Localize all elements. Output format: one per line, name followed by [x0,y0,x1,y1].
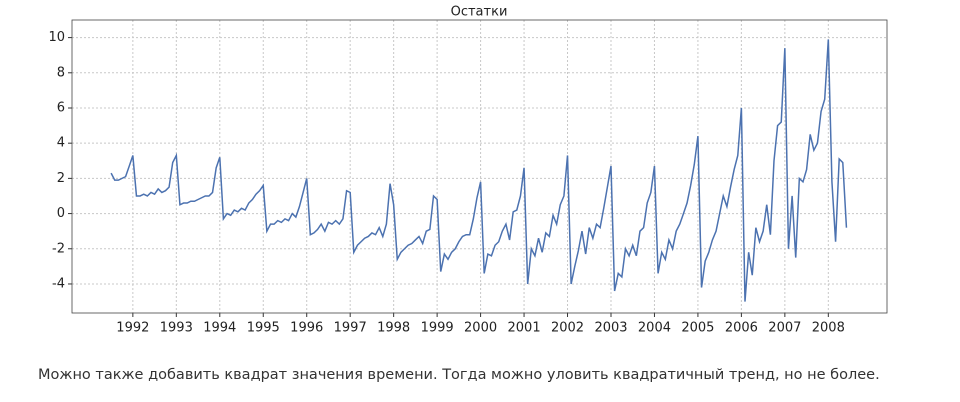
x-tick-label: 2005 [681,321,714,336]
x-tick-label: 2003 [594,321,627,336]
x-tick-label: 1996 [290,321,323,336]
y-tick-label: 10 [48,30,65,45]
x-tick-label: 2002 [551,321,584,336]
x-tick-label: 1993 [160,321,193,336]
y-tick-label: 8 [57,65,65,80]
caption: Можно также добавить квадрат значения вр… [38,367,880,383]
x-tick-label: 1999 [421,321,454,336]
x-tick-label: 1992 [116,321,149,336]
y-tick-label: 2 [57,171,65,186]
y-tick-label: 4 [57,136,65,151]
x-tick-label: 2008 [812,321,845,336]
x-tick-label: 2004 [638,321,671,336]
line-series [110,39,848,302]
x-tick-label: 2001 [508,321,541,336]
x-tick-label: 1995 [247,321,280,336]
x-tick-label: 1998 [377,321,410,336]
x-tick-label: 1997 [334,321,367,336]
x-tick-label: 2000 [464,321,497,336]
y-tick-label: -4 [52,276,65,291]
y-tick-label: 6 [57,100,65,115]
x-tick-label: 2006 [725,321,758,336]
y-tick-label: 0 [57,206,65,221]
x-tick-label: 2007 [768,321,801,336]
x-tick-label: 1994 [203,321,236,336]
y-tick-label: -2 [52,241,65,256]
chart-title: Остатки [451,5,508,20]
plot-frame [71,19,888,314]
